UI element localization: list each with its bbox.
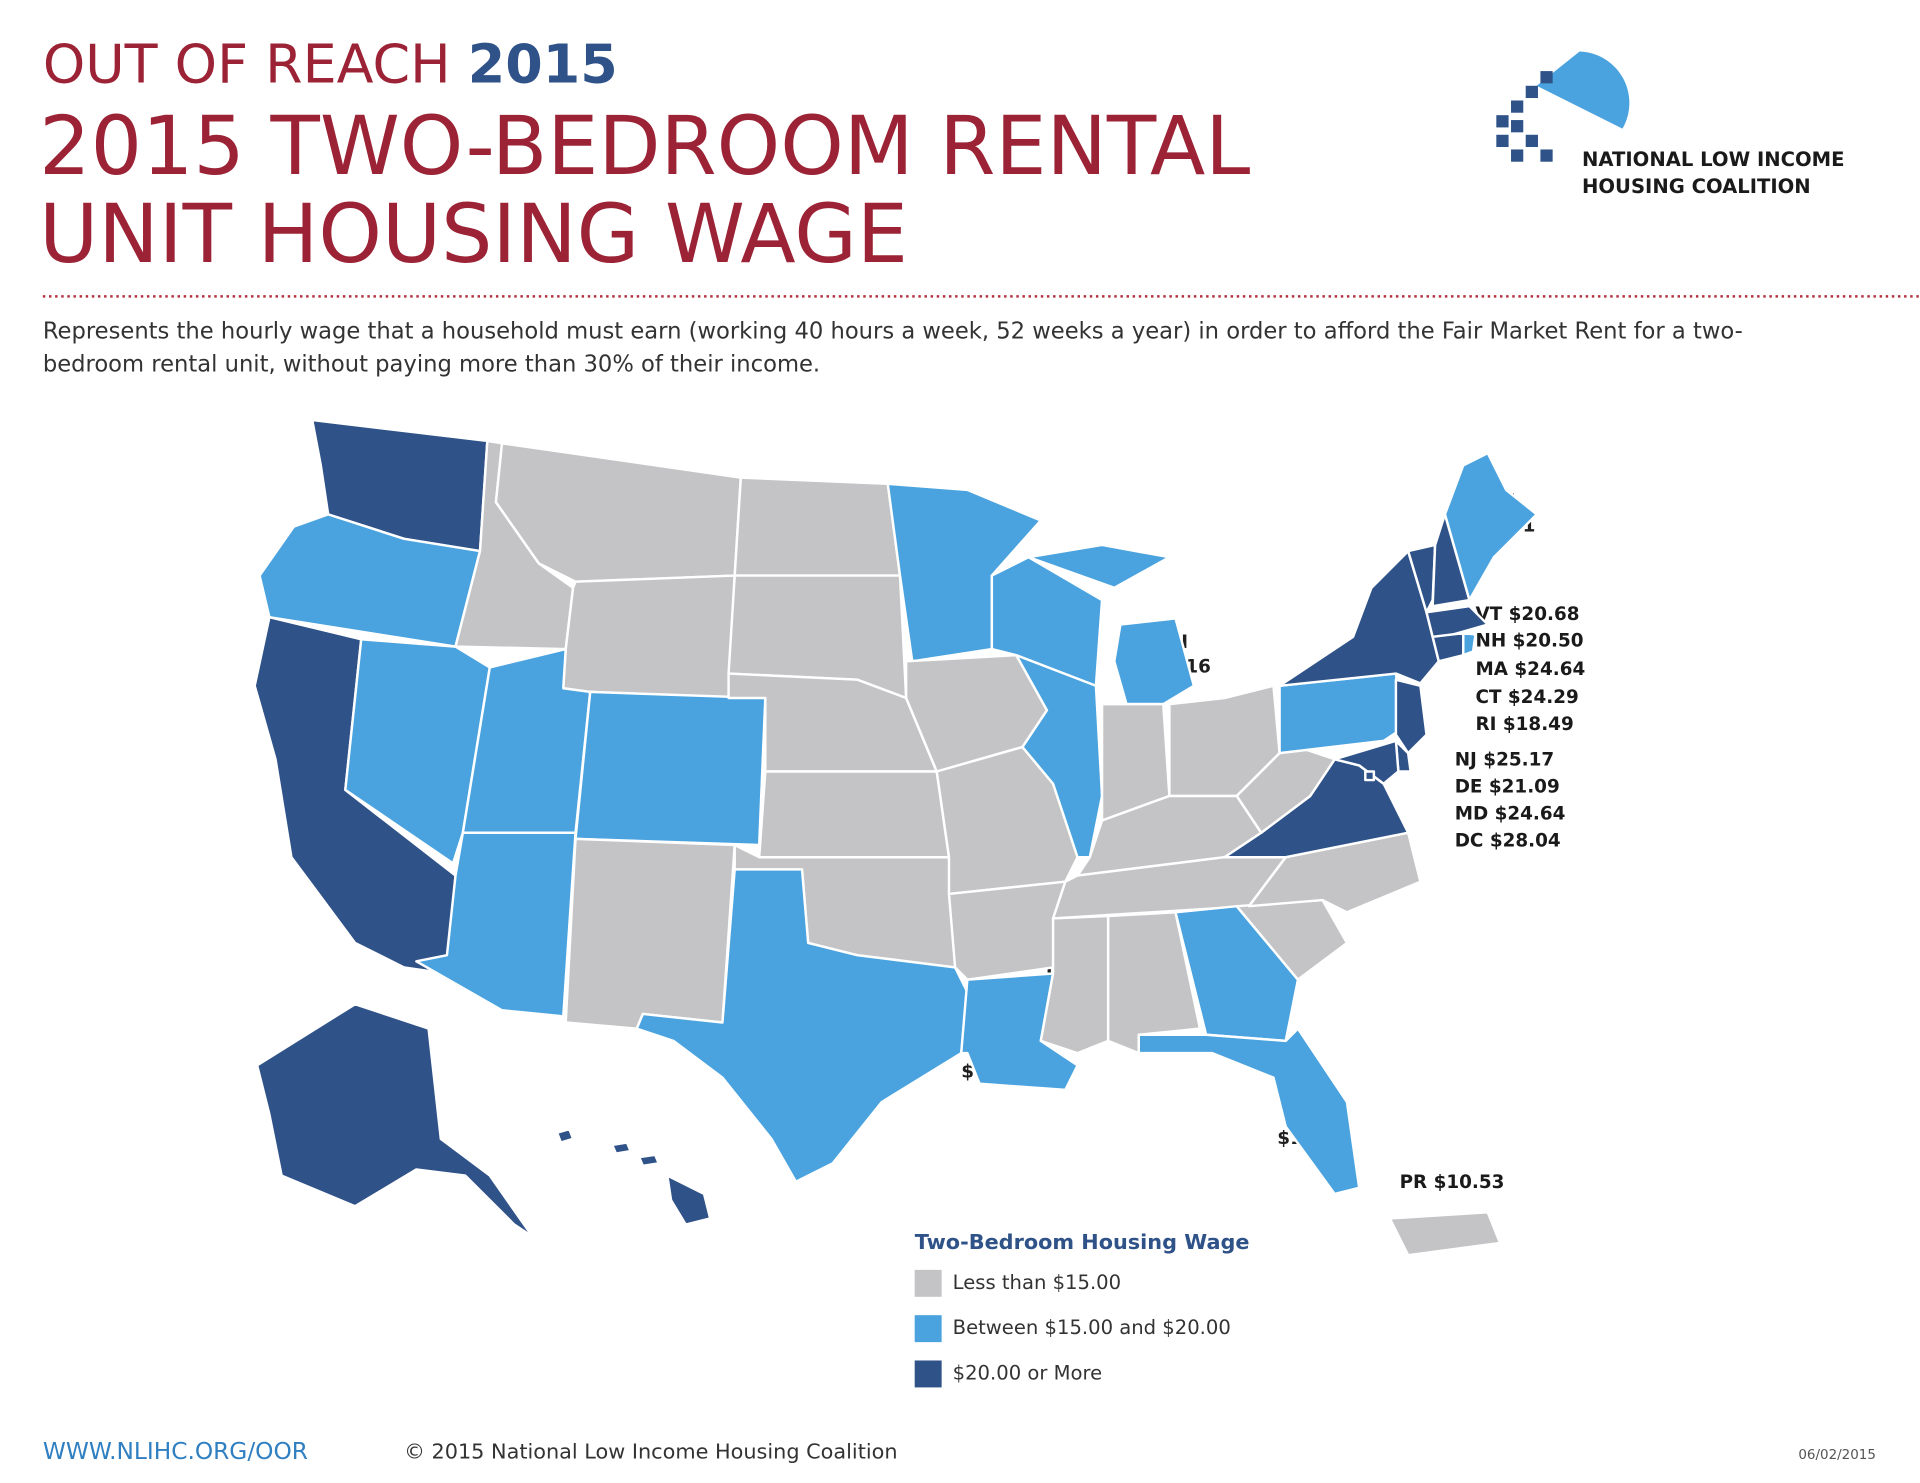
state-label: MA $24.64: [1476, 659, 1586, 680]
state: [1364, 770, 1376, 782]
state-wage: $24.64: [1514, 659, 1585, 680]
title-line: 2015 TWO-BEDROOM RENTAL: [39, 100, 1250, 194]
state: [757, 770, 951, 859]
footer-date: 06/02/2015: [1798, 1448, 1876, 1463]
logo-text: HOUSING COALITION: [1582, 175, 1811, 198]
logo-roof: [1536, 51, 1630, 129]
state: [564, 837, 736, 1030]
state-label: RI $18.49: [1476, 714, 1574, 735]
description: bedroom rental unit, without paying more…: [43, 351, 820, 377]
state-wage: $18.49: [1503, 714, 1574, 735]
state-code: DC: [1455, 830, 1484, 851]
state-code: HI: [626, 1195, 648, 1216]
state: [1015, 653, 1104, 859]
state: [1431, 513, 1471, 608]
footer-url: WWW.NLIHC.ORG/OOR: [43, 1438, 308, 1465]
state-label: NJ $25.17: [1455, 749, 1554, 770]
legend: Two-Bedroom Housing Wage Less than $15.0…: [914, 1230, 1250, 1388]
state-code: NH: [1476, 631, 1507, 652]
state: [562, 574, 736, 700]
footer-copyright: © 2015 National Low Income Housing Coali…: [404, 1439, 897, 1463]
state: [1388, 1211, 1502, 1257]
title-line: UNIT HOUSING WAGE: [39, 188, 908, 282]
legend-swatch: [914, 1360, 942, 1388]
logo-text: NATIONAL LOW INCOME: [1582, 148, 1845, 171]
state-label: CT $24.29: [1476, 687, 1579, 708]
state-code: RI: [1476, 714, 1497, 735]
map: WA$21.69OR$16.61CA$26.65NV$18.24ID$13.56…: [253, 418, 1586, 1257]
state-wage: $10.53: [1434, 1172, 1505, 1193]
state-label: MD $24.64: [1455, 803, 1566, 824]
kicker: OUT OF REACH 2015: [43, 32, 618, 95]
state-code: CT: [1476, 687, 1502, 708]
state: [1462, 631, 1477, 657]
state-label: PR $10.53: [1400, 1172, 1505, 1193]
state: [1333, 739, 1400, 785]
state-code: PR: [1400, 1172, 1428, 1193]
legend-label: Between $15.00 and $20.00: [953, 1316, 1231, 1339]
state-code: NJ: [1455, 749, 1477, 770]
legend-label: Less than $15.00: [953, 1271, 1121, 1294]
state: [947, 880, 1067, 981]
state: [1137, 1027, 1361, 1196]
state-code: MA: [1476, 659, 1509, 680]
state-wage: $24.64: [1495, 803, 1566, 824]
state: [635, 868, 969, 1183]
state-label: DC $28.04: [1455, 830, 1561, 851]
legend-swatch: [914, 1315, 942, 1343]
state-label: VT $20.68: [1476, 604, 1580, 625]
state-wage: $24.29: [1508, 687, 1579, 708]
state-wage: $21.09: [1489, 776, 1560, 797]
state-code: DE: [1455, 776, 1483, 797]
kicker-year: 2015: [468, 32, 618, 95]
state-wage: $20.50: [1513, 631, 1584, 652]
state-code: MD: [1455, 803, 1489, 824]
state: [1278, 672, 1404, 755]
state: [255, 1002, 534, 1239]
state: [574, 690, 767, 847]
legend-title: Two-Bedroom Housing Wage: [915, 1230, 1250, 1254]
state: [1174, 904, 1300, 1043]
state-label: DE $21.09: [1455, 776, 1560, 797]
description: Represents the hourly wage that a househ…: [43, 318, 1743, 344]
state: [555, 1127, 712, 1226]
state: [733, 476, 902, 577]
logo: NATIONAL LOW INCOME HOUSING COALITION: [1496, 51, 1845, 198]
state: [258, 513, 482, 648]
state: [1425, 604, 1489, 639]
state: [1431, 631, 1465, 663]
state: [1394, 678, 1428, 755]
state-label: NH $20.50: [1476, 631, 1584, 652]
kicker-text: OUT OF REACH: [43, 32, 451, 95]
legend-label: $20.00 or More: [953, 1361, 1103, 1384]
state-wage: $20.68: [1509, 604, 1580, 625]
logo-blocks: [1496, 71, 1553, 162]
state-wage: $28.04: [1490, 830, 1561, 851]
legend-swatch: [914, 1269, 942, 1297]
state: [1443, 451, 1538, 602]
state-wage: $31.61: [601, 1220, 672, 1241]
state-wage: $25.17: [1483, 749, 1554, 770]
